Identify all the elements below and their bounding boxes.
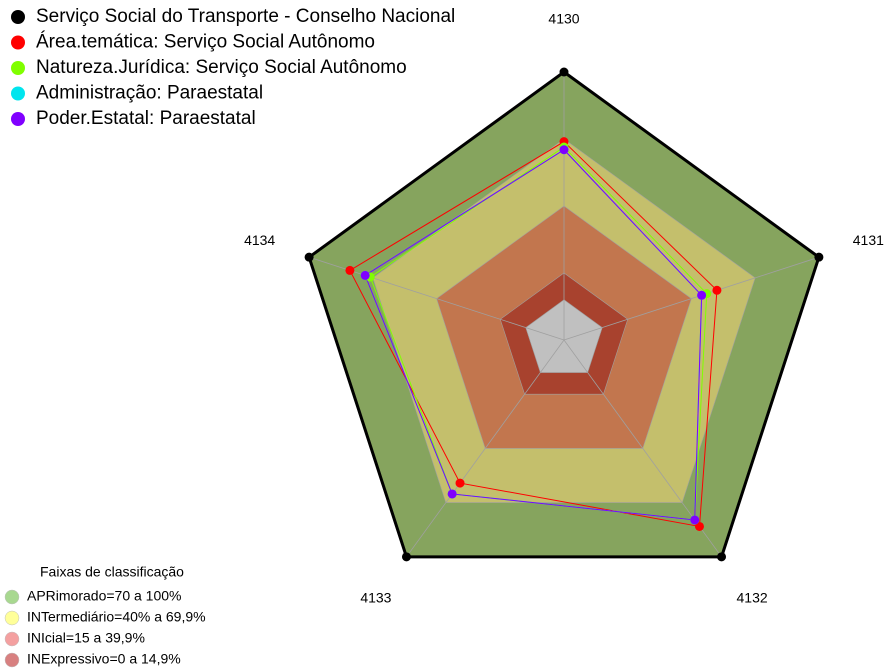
bands-legend-label: INTermediário=40% a 69,9% xyxy=(27,609,206,625)
legend-marker xyxy=(11,35,25,50)
legend-marker xyxy=(11,10,25,24)
series-point xyxy=(690,515,700,525)
legend-label: Área.temática: Serviço Social Autônomo xyxy=(36,32,375,53)
legend-marker xyxy=(11,61,25,75)
series-point xyxy=(712,285,722,295)
series-line xyxy=(349,141,718,528)
bands-legend-label: INIcial=15 a 39,9% xyxy=(27,630,145,646)
bands-legend-marker xyxy=(4,631,20,647)
series-point xyxy=(447,489,457,499)
bands-legend-label: APRimorado=70 a 100% xyxy=(27,588,182,604)
axis-label: 4131 xyxy=(853,232,884,248)
legend-label: Poder.Estatal: Paraestatal xyxy=(36,108,256,129)
series-point xyxy=(559,67,569,77)
axis-label: 4133 xyxy=(360,590,391,606)
bands-legend-marker xyxy=(4,589,20,605)
legend-label: Natureza.Jurídica: Serviço Social Autôno… xyxy=(36,57,407,78)
axis-label: 4130 xyxy=(548,11,579,27)
series-line xyxy=(307,70,821,559)
spoke xyxy=(406,339,565,558)
series-point xyxy=(694,521,704,531)
series-point xyxy=(401,552,411,562)
axis-label: 4132 xyxy=(737,590,768,606)
bands-legend-marker xyxy=(4,652,20,668)
legend-label: Administração: Paraestatal xyxy=(36,83,263,104)
series-point xyxy=(345,265,355,275)
bands-legend-title: Faixas de classificação xyxy=(40,564,184,580)
legend-label: Serviço Social do Transporte - Conselho … xyxy=(36,6,455,27)
legend-marker xyxy=(11,86,25,101)
series-point xyxy=(697,290,707,300)
bands-legend-label: INExpressivo=0 a 14,9% xyxy=(27,651,181,667)
axis-label: 4134 xyxy=(244,232,275,248)
series-point xyxy=(814,252,824,262)
bands-legend-marker xyxy=(4,610,20,626)
spoke xyxy=(563,256,820,341)
series-point xyxy=(304,252,314,262)
series-line xyxy=(364,149,703,521)
series-point xyxy=(717,552,727,562)
legend-marker xyxy=(11,112,25,126)
series-point xyxy=(559,145,569,155)
series-point xyxy=(360,270,370,280)
series-point xyxy=(455,478,465,488)
